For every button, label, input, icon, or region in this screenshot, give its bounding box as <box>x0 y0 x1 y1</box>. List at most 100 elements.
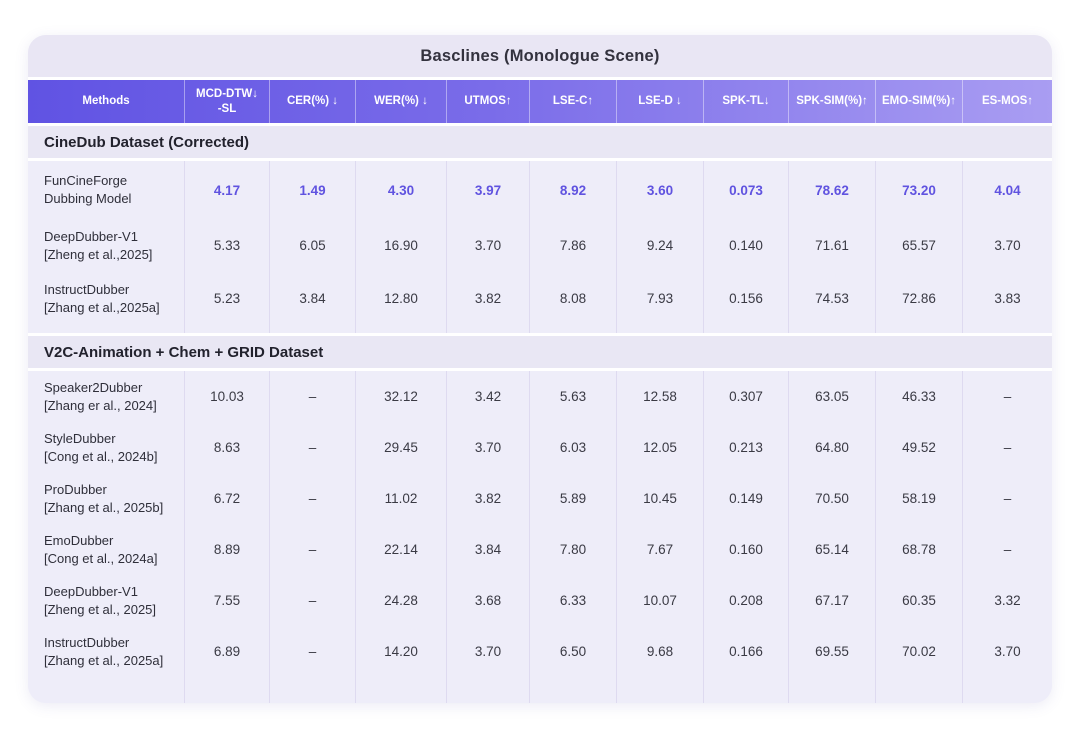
metric-value: 69.55 <box>789 626 876 677</box>
metric-value: 3.70 <box>447 626 530 677</box>
metric-value: 8.08 <box>530 272 617 325</box>
spacer-cell <box>704 677 789 703</box>
col-header-mcd-dtw-sl: MCD-DTW↓ -SL <box>185 80 270 123</box>
metric-value: 3.83 <box>994 291 1021 306</box>
metric-value: 0.160 <box>704 524 789 575</box>
metric-value: 3.70 <box>447 422 530 473</box>
metric-value: – <box>1003 491 1012 506</box>
metric-value: 0.166 <box>704 626 789 677</box>
metric-value: 8.89 <box>185 524 270 575</box>
metric-value: 0.156 <box>704 272 789 325</box>
metric-value: 3.42 <box>447 371 530 422</box>
col-header-es-mos: ES-MOS↑ <box>981 95 1034 108</box>
spacer-cell <box>185 325 270 333</box>
table-header-row: Methods MCD-DTW↓ -SL CER(%) ↓ WER(%) ↓ U… <box>28 80 1052 123</box>
metric-value: 6.03 <box>530 422 617 473</box>
metric-value: 65.57 <box>876 219 963 272</box>
table-body-cinedub: FunCineForge Dubbing Model 4.17 1.49 4.3… <box>28 161 1052 333</box>
metric-value: 7.67 <box>617 524 704 575</box>
col-header-wer: WER(%) ↓ <box>356 80 447 123</box>
col-header-lse-c: LSE-C↑ <box>530 80 617 123</box>
spacer-cell <box>185 677 270 703</box>
metric-value: 67.17 <box>789 575 876 626</box>
metric-value: 12.05 <box>617 422 704 473</box>
metric-value: 8.92 <box>530 161 617 219</box>
metric-value: 0.307 <box>704 371 789 422</box>
spacer-cell <box>617 325 704 333</box>
metric-value: 10.07 <box>617 575 704 626</box>
metric-value: 10.45 <box>617 473 704 524</box>
metric-value: – <box>270 575 356 626</box>
metric-value: 8.63 <box>185 422 270 473</box>
metric-value: 74.53 <box>789 272 876 325</box>
metric-value: 4.30 <box>356 161 447 219</box>
col-header-lse-d: LSE-D ↓ <box>617 80 704 123</box>
metric-value: 72.86 <box>876 272 963 325</box>
spacer-cell <box>963 677 1052 703</box>
divider <box>28 158 1052 161</box>
metric-value: – <box>270 422 356 473</box>
metric-value: 5.33 <box>185 219 270 272</box>
metric-value: 4.17 <box>185 161 270 219</box>
metric-value: 68.78 <box>876 524 963 575</box>
metric-value: 0.140 <box>704 219 789 272</box>
section-heading-v2c: V2C-Animation + Chem + GRID Dataset <box>28 336 1052 368</box>
spacer-cell <box>447 325 530 333</box>
method-name: DeepDubber-V1 [Zheng et al.,2025] <box>28 219 185 272</box>
metric-value: 3.60 <box>617 161 704 219</box>
metric-value: – <box>270 371 356 422</box>
table-title: Basclines (Monologue Scene) <box>28 35 1052 77</box>
metric-value: 3.82 <box>447 272 530 325</box>
metric-value: 0.213 <box>704 422 789 473</box>
baselines-table-card: Basclines (Monologue Scene) Methods MCD-… <box>28 35 1052 703</box>
spacer-cell <box>28 325 185 333</box>
col-header-emo-sim: EMO-SIM(%)↑ <box>876 80 963 123</box>
metric-value: 9.24 <box>617 219 704 272</box>
metric-value: – <box>1003 389 1012 404</box>
divider <box>28 333 1052 336</box>
method-name: StyleDubber [Cong et al., 2024b] <box>28 422 185 473</box>
metric-value: 3.32 <box>994 593 1021 608</box>
spacer-cell <box>530 677 617 703</box>
metric-value: 0.073 <box>704 161 789 219</box>
metric-value: – <box>270 473 356 524</box>
spacer-cell <box>270 677 356 703</box>
metric-value: 6.72 <box>185 473 270 524</box>
divider <box>28 368 1052 371</box>
metric-value: 3.84 <box>447 524 530 575</box>
metric-value: 5.23 <box>185 272 270 325</box>
method-name: FunCineForge Dubbing Model <box>28 161 185 219</box>
spacer-cell <box>963 325 1052 333</box>
metric-value: 32.12 <box>356 371 447 422</box>
col-header-methods: Methods <box>28 80 185 123</box>
col-header-cer: CER(%) ↓ <box>270 80 356 123</box>
metric-value: 78.62 <box>789 161 876 219</box>
metric-value: 73.20 <box>876 161 963 219</box>
metric-value: – <box>1003 542 1012 557</box>
col-header-spk-tl: SPK-TL↓ <box>704 80 789 123</box>
metric-value: 29.45 <box>356 422 447 473</box>
spacer-cell <box>789 325 876 333</box>
metric-value: 65.14 <box>789 524 876 575</box>
divider <box>28 123 1052 126</box>
metric-value: 70.50 <box>789 473 876 524</box>
metric-value: 7.86 <box>530 219 617 272</box>
metric-value: – <box>270 524 356 575</box>
metric-value: 3.70 <box>994 644 1021 659</box>
metric-value: 71.61 <box>789 219 876 272</box>
metric-value: 6.89 <box>185 626 270 677</box>
metric-value: 11.02 <box>356 473 447 524</box>
spacer-cell <box>876 677 963 703</box>
metric-value: 3.70 <box>994 238 1021 253</box>
spacer-cell <box>704 325 789 333</box>
metric-value: 16.90 <box>356 219 447 272</box>
metric-value: 3.82 <box>447 473 530 524</box>
spacer-cell <box>28 677 185 703</box>
spacer-cell <box>530 325 617 333</box>
metric-value: 5.89 <box>530 473 617 524</box>
spacer-cell <box>617 677 704 703</box>
spacer-cell <box>356 677 447 703</box>
metric-value: 64.80 <box>789 422 876 473</box>
divider <box>28 77 1052 80</box>
metric-value: 9.68 <box>617 626 704 677</box>
